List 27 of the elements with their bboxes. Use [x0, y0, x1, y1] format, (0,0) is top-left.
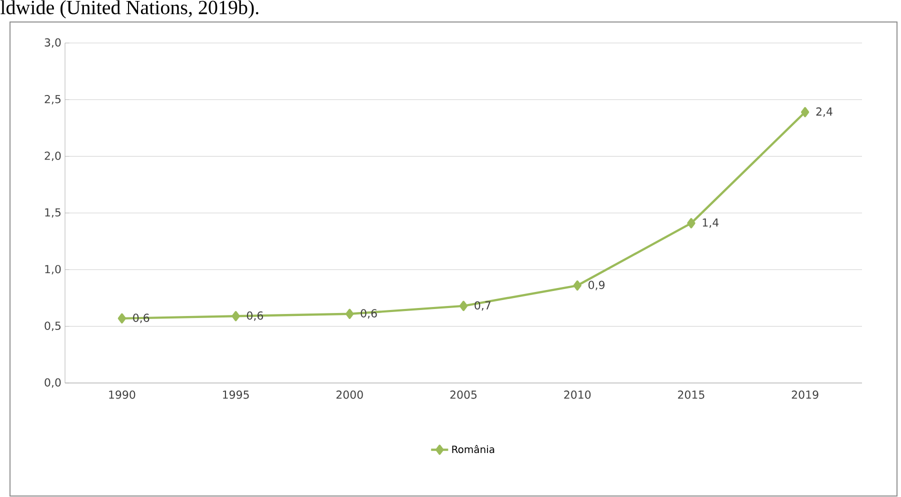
- y-tick-label: 0,0: [44, 378, 61, 388]
- point: [118, 313, 126, 324]
- x-tick-label: 2015: [678, 390, 704, 399]
- point: [346, 308, 354, 319]
- x-tick-label: 1990: [109, 390, 136, 399]
- point: [573, 280, 582, 291]
- x-tick-label: 1995: [223, 390, 249, 399]
- data-label: 0,7: [474, 301, 490, 311]
- y-tick-label: 3,0: [44, 38, 61, 48]
- point: [459, 300, 468, 312]
- y-tick-label: 2,5: [44, 94, 61, 104]
- x-tick-label: 2000: [336, 390, 363, 399]
- x-tick-label: 2010: [564, 390, 591, 399]
- data-label: 1,4: [702, 218, 719, 228]
- text: ldwide (United Nations, 2019b).: [0, 0, 258, 18]
- y-tick-label: 1,5: [45, 208, 61, 218]
- point: [800, 107, 810, 118]
- y-tick-label: 0,5: [44, 322, 61, 332]
- y-tick-label: 2,0: [44, 152, 61, 162]
- data-label: 0,9: [588, 280, 605, 290]
- point: [687, 218, 696, 228]
- data-label: 2,4: [816, 107, 832, 117]
- point: [232, 311, 240, 322]
- legend-label: România: [452, 444, 494, 454]
- y-tick-label: 1,0: [45, 264, 61, 274]
- x-tick-label: 2019: [792, 390, 818, 399]
- x-tick-label: 2005: [450, 390, 477, 399]
